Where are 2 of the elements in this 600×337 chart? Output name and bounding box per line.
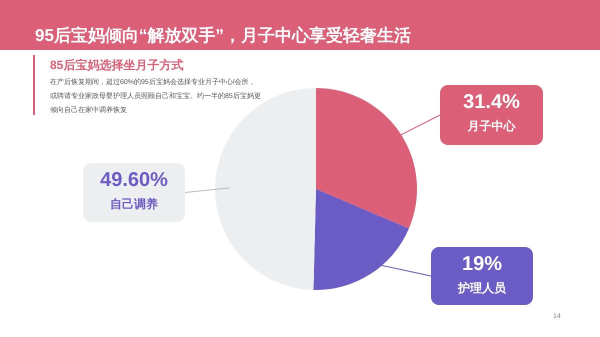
- title: 95后宝妈倾向“解放双手”，月子中心享受轻奢生活: [35, 25, 411, 47]
- subtitle: 85后宝妈选择坐月子方式: [50, 57, 184, 74]
